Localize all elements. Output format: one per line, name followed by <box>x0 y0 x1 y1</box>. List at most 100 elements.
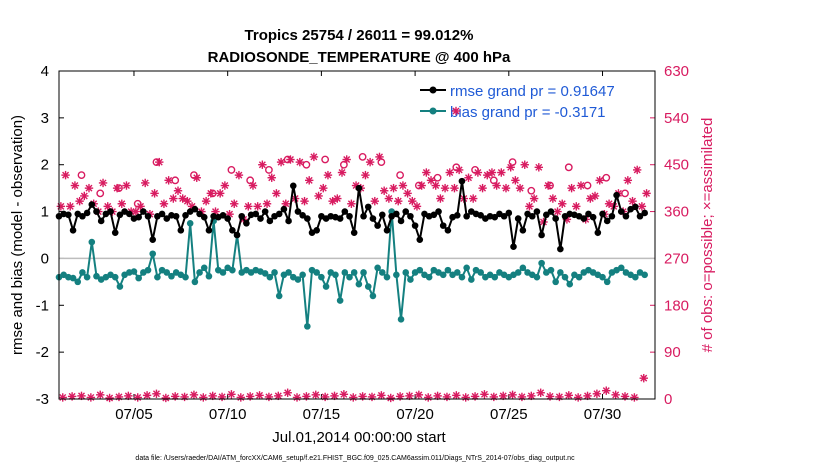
rmse-point <box>477 212 484 219</box>
obs-assimilated-point <box>436 194 445 203</box>
obs-assimilated-point <box>245 392 255 401</box>
bias-series <box>55 208 648 330</box>
bias-point <box>229 266 236 274</box>
obs-assimilated-point <box>152 389 161 398</box>
obs-assimilated-point <box>255 391 264 400</box>
bias-point <box>111 273 119 281</box>
rmse-point <box>285 217 292 225</box>
rmse-point <box>439 222 447 229</box>
data-file-footnote: data file: /Users/raeder/DAI/ATM_forcXX/… <box>135 455 575 462</box>
bias-point <box>261 270 269 277</box>
rmse-point <box>304 215 311 222</box>
obs-assimilated-point <box>220 181 230 190</box>
bias-point <box>364 283 372 290</box>
obs-assimilated-point <box>525 202 534 211</box>
rmse-point <box>233 231 241 239</box>
rmse-point <box>107 208 114 215</box>
obs-assimilated-point <box>414 390 424 400</box>
rmse-point <box>514 215 522 222</box>
obs-assimilated-point <box>478 183 487 193</box>
data-series <box>55 152 651 403</box>
obs-assimilated-point <box>370 196 380 206</box>
bias-point <box>617 264 625 272</box>
obs-assimilated-point <box>628 196 637 206</box>
obs-assimilated-point <box>567 183 576 193</box>
obs-assimilated-point <box>217 392 227 402</box>
rmse-point <box>135 213 142 221</box>
rmse-point <box>617 208 625 215</box>
rmse-point <box>65 211 72 219</box>
obs-assimilated-point <box>337 168 347 177</box>
rmse-point <box>289 182 297 190</box>
bias-point <box>186 219 194 227</box>
rmse-point <box>360 212 367 220</box>
rmse-point <box>200 213 208 221</box>
bias-point <box>533 273 541 281</box>
rmse-point <box>411 222 419 229</box>
obs-assimilated-point <box>572 202 581 211</box>
obs-assimilated-point <box>150 189 159 198</box>
bias-point <box>346 273 353 281</box>
rmse-point <box>280 205 288 213</box>
obs-assimilated-point <box>573 393 583 402</box>
rmse-point <box>538 231 545 239</box>
obs-assimilated-point <box>258 160 267 169</box>
obs-assimilated-point <box>169 194 178 203</box>
obs-assimilated-point <box>244 202 253 211</box>
rmse-point <box>238 212 246 220</box>
rmse-point <box>140 208 147 215</box>
chart-title: Tropics 25754 / 26011 = 99.012% <box>245 27 474 44</box>
obs-assimilated-point <box>199 393 208 402</box>
rmse-point <box>219 212 227 219</box>
obs-assimilated-point <box>379 186 389 195</box>
bias-point <box>538 259 545 267</box>
obs-assimilated-point <box>283 388 292 397</box>
bias-point <box>603 278 611 286</box>
obs-assimilated-point <box>424 393 433 402</box>
x-tick-label: 07/10 <box>209 406 247 423</box>
rmse-point <box>416 236 424 243</box>
obs-assimilated-point <box>347 199 356 208</box>
obs-assimilated-point <box>529 194 539 203</box>
obs-assimilated-point <box>314 191 323 201</box>
bias-point <box>200 264 208 272</box>
obs-assimilated-point <box>489 392 499 402</box>
rmse-point <box>453 212 461 219</box>
obs-assimilated-point <box>300 196 309 206</box>
obs-assimilated-point <box>394 196 403 206</box>
rmse-point <box>397 217 405 225</box>
bias-point <box>135 274 142 282</box>
y2-tick-label: 90 <box>664 344 681 361</box>
rmse-point <box>557 245 564 253</box>
obs-assimilated-point <box>122 181 131 190</box>
obs-assimilated-point <box>630 393 639 402</box>
rmse-point <box>547 208 555 215</box>
rmse-point <box>275 210 283 218</box>
rmse-point <box>463 212 470 220</box>
obs-assimilated-point <box>339 390 349 399</box>
bias-point <box>477 269 484 276</box>
bias-point <box>69 274 77 282</box>
rmse-point <box>505 209 513 217</box>
obs-assimilated-point <box>473 168 483 177</box>
obs-assimilated-point <box>365 157 375 167</box>
y2-tick-label: 0 <box>664 391 672 408</box>
rmse-point <box>125 210 133 218</box>
bias-point <box>149 250 157 258</box>
obs-assimilated-point <box>454 165 464 175</box>
obs-assimilated-point <box>469 194 478 203</box>
bias-point <box>219 269 227 276</box>
obs-assimilated-point <box>180 392 189 402</box>
rmse-point <box>79 212 86 220</box>
bias-point <box>332 271 339 279</box>
rmse-point <box>172 212 180 220</box>
obs-assimilated-point <box>262 199 272 208</box>
obs-assimilated-point <box>492 181 501 190</box>
rmse-point <box>116 211 124 219</box>
bias-point <box>575 273 583 281</box>
obs-assimilated-point <box>511 176 520 185</box>
obs-assimilated-point <box>497 168 506 177</box>
obs-assimilated-point <box>305 176 314 185</box>
obs-assimilated-point <box>98 178 108 188</box>
bias-point <box>599 273 606 281</box>
